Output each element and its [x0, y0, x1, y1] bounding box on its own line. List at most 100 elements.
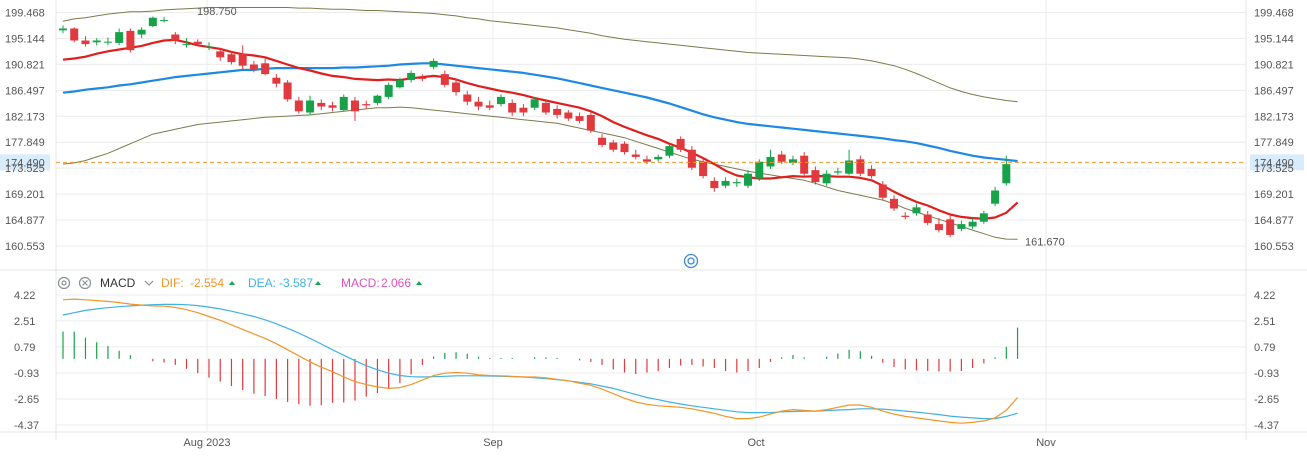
- candle[interactable]: [171, 32, 180, 45]
- candle[interactable]: [148, 16, 157, 28]
- candle-body: [642, 159, 651, 162]
- candle[interactable]: [294, 96, 303, 114]
- candle[interactable]: [575, 112, 584, 124]
- candle[interactable]: [710, 177, 719, 192]
- grid-lines: [0, 0, 1307, 440]
- candle[interactable]: [317, 99, 326, 111]
- candle[interactable]: [665, 143, 674, 159]
- candle[interactable]: [867, 165, 876, 179]
- candle[interactable]: [901, 212, 910, 220]
- candle[interactable]: [878, 180, 887, 201]
- candle[interactable]: [384, 82, 393, 100]
- candle[interactable]: [654, 154, 663, 162]
- candle[interactable]: [339, 94, 348, 112]
- candle[interactable]: [788, 155, 797, 166]
- candle[interactable]: [1002, 155, 1011, 186]
- candle[interactable]: [452, 78, 461, 96]
- candle[interactable]: [103, 37, 112, 46]
- candle[interactable]: [485, 100, 494, 111]
- chevron-down-icon[interactable]: [144, 280, 154, 286]
- candle[interactable]: [193, 39, 202, 47]
- candle[interactable]: [160, 16, 169, 23]
- candle[interactable]: [496, 94, 505, 107]
- candle[interactable]: [811, 166, 820, 185]
- candle[interactable]: [598, 134, 607, 148]
- candle[interactable]: [586, 112, 595, 133]
- candlesticks[interactable]: [59, 16, 1011, 238]
- candle[interactable]: [115, 28, 124, 46]
- candle-body: [384, 84, 393, 97]
- candle[interactable]: [137, 27, 146, 39]
- candle[interactable]: [721, 177, 730, 189]
- candle[interactable]: [553, 105, 562, 119]
- reset-view-icon[interactable]: [683, 253, 699, 269]
- candle[interactable]: [631, 149, 640, 160]
- ma-blue-line: [62, 62, 1018, 163]
- candle[interactable]: [822, 170, 831, 186]
- candle[interactable]: [373, 94, 382, 106]
- candle[interactable]: [249, 60, 258, 73]
- macd-tick-left: -0.93: [14, 368, 39, 380]
- candle[interactable]: [732, 178, 741, 187]
- candle[interactable]: [440, 70, 449, 88]
- candle[interactable]: [564, 110, 573, 121]
- candle[interactable]: [946, 215, 955, 238]
- candle[interactable]: [766, 149, 775, 169]
- indicator-name[interactable]: MACD: [100, 276, 136, 290]
- candle[interactable]: [979, 210, 988, 225]
- candle[interactable]: [923, 210, 932, 226]
- candle[interactable]: [261, 58, 270, 76]
- gear-icon[interactable]: [57, 276, 71, 290]
- candle[interactable]: [777, 150, 786, 165]
- price-tick-left: 199.468: [5, 8, 45, 20]
- candle[interactable]: [216, 47, 225, 61]
- candle[interactable]: [70, 27, 79, 43]
- candle[interactable]: [474, 96, 483, 111]
- candle[interactable]: [182, 38, 191, 48]
- candle[interactable]: [463, 90, 472, 106]
- candle[interactable]: [204, 42, 213, 51]
- close-icon[interactable]: [78, 276, 92, 290]
- candle[interactable]: [519, 104, 528, 117]
- candle[interactable]: [92, 38, 101, 46]
- macd-panel[interactable]: [62, 298, 1019, 424]
- candle[interactable]: [350, 96, 359, 121]
- candle[interactable]: [429, 58, 438, 70]
- candle[interactable]: [744, 170, 753, 189]
- price-tick-left: 173.525: [5, 163, 45, 175]
- candle[interactable]: [508, 99, 517, 117]
- candle[interactable]: [620, 141, 629, 155]
- candle[interactable]: [362, 100, 371, 109]
- candle[interactable]: [418, 74, 427, 82]
- candle[interactable]: [407, 70, 416, 83]
- candle[interactable]: [283, 80, 292, 102]
- candle[interactable]: [800, 152, 809, 177]
- candle[interactable]: [968, 218, 977, 229]
- candle[interactable]: [934, 218, 943, 233]
- candle[interactable]: [755, 159, 764, 181]
- candle[interactable]: [957, 220, 966, 232]
- candle[interactable]: [687, 146, 696, 171]
- candle[interactable]: [272, 74, 281, 88]
- candle[interactable]: [991, 186, 1000, 207]
- candle[interactable]: [126, 28, 135, 53]
- candle[interactable]: [395, 77, 404, 89]
- candle[interactable]: [81, 36, 90, 47]
- candle[interactable]: [306, 95, 315, 115]
- candle[interactable]: [912, 203, 921, 216]
- candle[interactable]: [833, 167, 842, 175]
- candle[interactable]: [676, 136, 685, 153]
- candle[interactable]: [890, 195, 899, 211]
- candle-body: [485, 105, 494, 108]
- candle[interactable]: [227, 51, 236, 65]
- candle[interactable]: [856, 155, 865, 177]
- candle[interactable]: [530, 96, 539, 111]
- candle[interactable]: [541, 99, 550, 115]
- candle[interactable]: [238, 45, 247, 70]
- candle[interactable]: [59, 25, 67, 34]
- candle[interactable]: [609, 140, 618, 153]
- candle[interactable]: [328, 101, 337, 112]
- candle[interactable]: [699, 158, 708, 179]
